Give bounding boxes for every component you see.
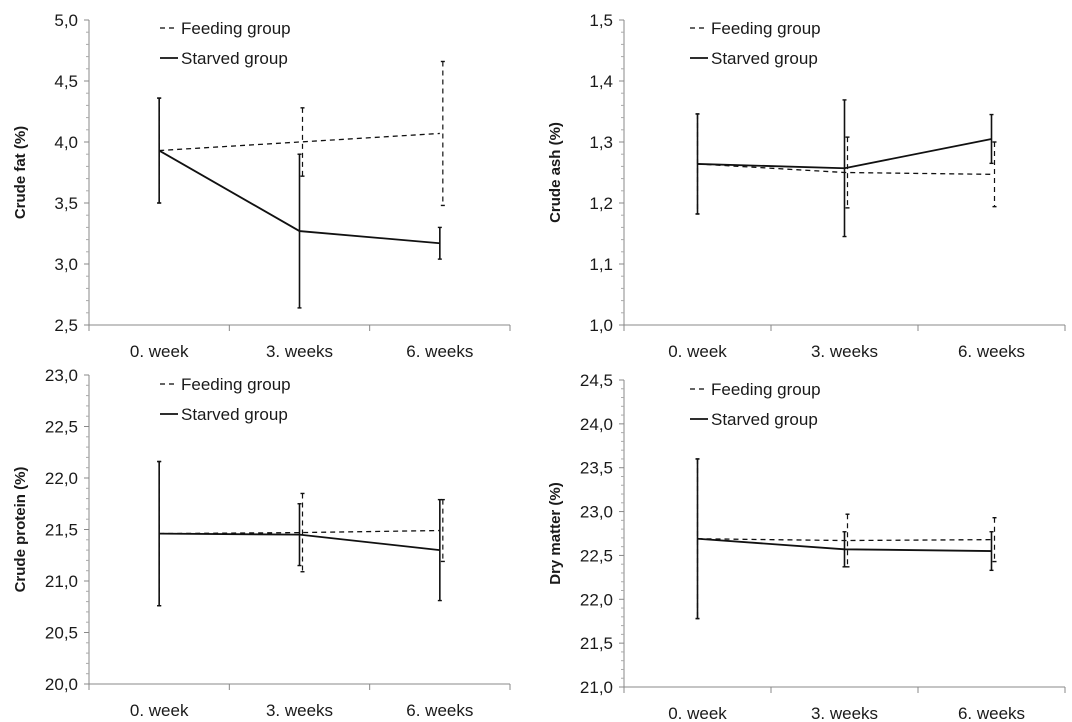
x-tick-label: 3. weeks [811, 342, 878, 361]
y-tick-label: 5,0 [54, 11, 78, 30]
legend-label: Starved group [181, 49, 288, 68]
y-tick-label: 20,0 [45, 675, 78, 694]
y-tick-label: 2,5 [54, 316, 78, 335]
chart-panel-3: 23,0 22,5 22,0 21,5 21,0 20,5 20,0 0. week 3. we… [12, 366, 511, 720]
x-tick-label: 0. week [668, 704, 727, 722]
y-tick-label: 1,5 [589, 11, 613, 30]
y-tick-label: 22,0 [45, 469, 78, 488]
y-tick-label: 21,0 [45, 572, 78, 591]
y-tick-label: 22,0 [580, 590, 613, 609]
y-tick-label: 22,5 [45, 418, 78, 437]
y-tick-label: 23,5 [580, 459, 613, 478]
y-tick-label: 22,5 [580, 546, 613, 565]
series-line-starved-group [158, 149, 440, 245]
y-tick-label: 1,1 [589, 255, 613, 274]
legend-label: Feeding group [181, 375, 291, 394]
chart-panel-2: 1,5 1,4 1,3 1,2 1,1 1,0 0. week 3. weeks 6. week… [547, 11, 1066, 361]
y-tick-label: 23,0 [580, 503, 613, 522]
y-tick-label: 3,0 [54, 255, 78, 274]
y-tick-label: 21,5 [580, 634, 613, 653]
y-tick-label: 23,0 [45, 366, 78, 385]
chart-panel-4: 24,5 24,0 23,5 23,0 22,5 22,0 21,5 21,0 0. week 3… [547, 371, 1066, 722]
y-tick-label: 21,0 [580, 678, 613, 697]
legend-label: Feeding group [181, 19, 291, 38]
y-axis-title: Crude ash (%) [547, 122, 564, 223]
y-tick-label: 3,5 [54, 194, 78, 213]
series-line-feeding-group [159, 132, 440, 152]
y-tick-label: 24,0 [580, 415, 613, 434]
series-line-starved-group [697, 537, 992, 552]
y-tick-label: 1,0 [589, 316, 613, 335]
y-axis-title: Crude fat (%) [12, 126, 29, 219]
x-tick-label: 0. week [668, 342, 727, 361]
y-tick-label: 1,3 [589, 133, 613, 152]
series-line-starved-group [159, 532, 440, 551]
legend-label: Starved group [711, 410, 818, 429]
x-tick-label: 3. weeks [266, 701, 333, 720]
x-tick-label: 3. weeks [811, 704, 878, 722]
x-tick-label: 0. week [130, 342, 189, 361]
y-tick-label: 21,5 [45, 521, 78, 540]
legend-label: Starved group [181, 405, 288, 424]
x-tick-label: 6. weeks [406, 342, 473, 361]
series-line-starved-group [697, 138, 992, 170]
chart-panel-1: 5,0 4,5 4,0 3,5 3,0 2,5 0. week 3. weeks 6. week… [12, 11, 511, 361]
y-tick-label: 1,4 [589, 72, 613, 91]
y-tick-label: 4,5 [54, 72, 78, 91]
y-tick-label: 4,0 [54, 133, 78, 152]
x-tick-label: 3. weeks [266, 342, 333, 361]
legend-label: Starved group [711, 49, 818, 68]
y-tick-label: 20,5 [45, 624, 78, 643]
x-tick-label: 0. week [130, 701, 189, 720]
y-axis-title: Crude protein (%) [12, 467, 29, 593]
x-tick-label: 6. weeks [406, 701, 473, 720]
y-tick-label: 24,5 [580, 371, 613, 390]
x-tick-label: 6. weeks [958, 342, 1025, 361]
x-tick-label: 6. weeks [958, 704, 1025, 722]
legend-label: Feeding group [711, 19, 821, 38]
y-axis-title: Dry matter (%) [547, 482, 564, 585]
legend-label: Feeding group [711, 380, 821, 399]
y-tick-label: 1,2 [589, 194, 613, 213]
